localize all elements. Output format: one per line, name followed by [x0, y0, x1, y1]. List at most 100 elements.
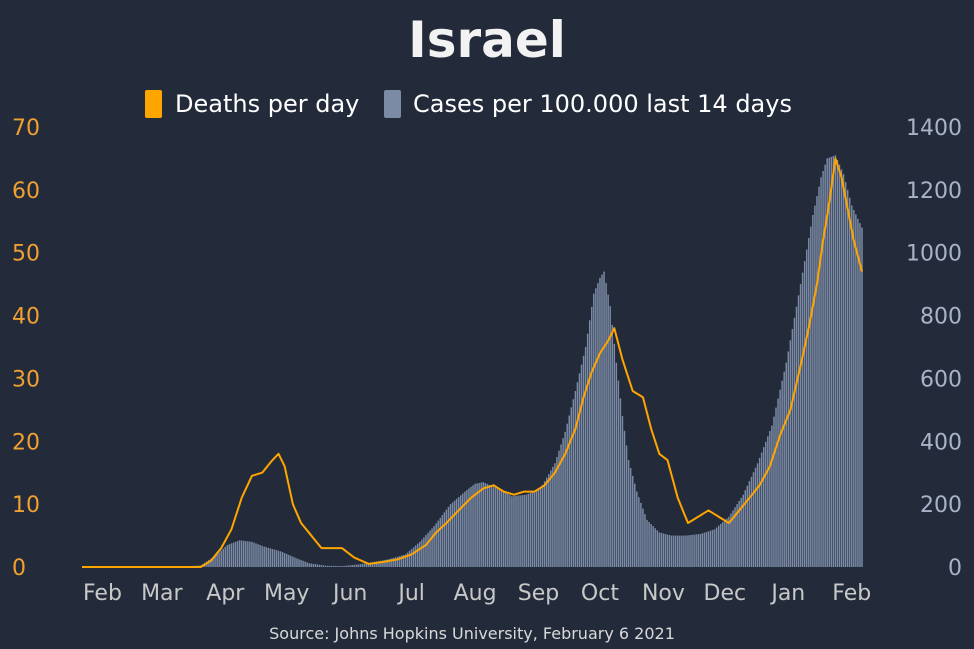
cases-bar: [834, 155, 837, 568]
cases-bar: [343, 565, 345, 567]
cases-bar: [599, 277, 601, 567]
cases-bar: [365, 563, 368, 567]
cases-bar: [429, 530, 431, 567]
cases-bar: [384, 559, 386, 567]
cases-bars: [183, 155, 863, 568]
cases-bar: [814, 205, 816, 567]
cases-bar: [746, 485, 749, 567]
cases-bar: [808, 238, 810, 568]
cases-bar: [402, 555, 405, 567]
cases-bar: [642, 508, 644, 567]
x-tick-label: Oct: [581, 581, 619, 606]
cases-bar: [636, 491, 638, 567]
left-tick-label: 20: [12, 430, 40, 455]
cases-bar: [253, 542, 255, 567]
cases-bar: [288, 554, 290, 567]
cases-bar: [588, 320, 591, 567]
cases-bar: [515, 495, 517, 567]
cases-bar: [445, 509, 448, 567]
cases-bar: [376, 561, 378, 567]
cases-bar: [693, 534, 695, 567]
cases-bar: [224, 546, 227, 567]
cases-bar: [584, 347, 587, 567]
cases-bar: [816, 196, 818, 567]
cases-bar: [441, 515, 444, 567]
cases-bar: [490, 485, 493, 567]
cases-bar: [652, 526, 654, 567]
cases-bar: [500, 490, 503, 567]
cases-bar: [687, 535, 689, 567]
cases-bar: [550, 470, 552, 567]
right-tick-label: 400: [920, 430, 962, 455]
cases-bar: [292, 556, 294, 567]
cases-bar: [634, 483, 636, 567]
cases-bar: [388, 559, 390, 567]
cases-bar: [660, 532, 663, 567]
cases-bar: [406, 552, 409, 567]
cases-bar: [300, 560, 302, 567]
cases-bar: [533, 491, 536, 567]
cases-bar: [754, 467, 757, 567]
cases-bar: [699, 534, 701, 567]
cases-bar: [748, 481, 751, 567]
right-tick-label: 200: [920, 493, 962, 518]
cases-bar: [717, 525, 720, 567]
cases-bar: [595, 288, 597, 567]
x-tick-label: Mar: [141, 581, 183, 606]
cases-bar: [380, 560, 382, 567]
cases-bar: [439, 517, 441, 567]
cases-bar: [347, 565, 349, 567]
legend-deaths-swatch: [145, 90, 162, 118]
cases-bar: [527, 493, 530, 567]
cases-bar: [466, 490, 468, 567]
cases-bar: [842, 174, 845, 567]
cases-bar: [771, 425, 773, 567]
cases-bar: [773, 416, 775, 567]
cases-bar: [306, 562, 308, 567]
cases-bar: [320, 565, 323, 567]
cases-bar: [697, 534, 699, 567]
cases-bar: [310, 563, 313, 567]
cases-bar: [488, 484, 491, 567]
cases-bar: [638, 497, 640, 567]
cases-bar: [654, 528, 656, 567]
cases-bar: [627, 460, 630, 567]
cases-bar: [517, 495, 519, 567]
cases-bar: [705, 531, 708, 567]
cases-bar: [273, 549, 276, 567]
cases-bar: [609, 306, 611, 567]
cases-bar: [496, 488, 499, 567]
cases-bar: [443, 512, 446, 567]
cases-bar: [615, 362, 618, 567]
cases-bar: [613, 343, 616, 567]
cases-bar: [277, 550, 280, 567]
cases-bar: [541, 484, 544, 567]
cases-bar: [537, 489, 540, 567]
cases-bar: [304, 561, 306, 567]
cases-bar: [666, 534, 669, 567]
cases-bar: [810, 226, 812, 567]
cases-bar: [460, 495, 462, 567]
cases-bar: [703, 532, 706, 567]
cases-bar: [367, 562, 370, 567]
cases-bar: [730, 513, 732, 567]
cases-bar: [335, 565, 337, 567]
cases-bar: [629, 468, 632, 567]
right-tick-label: 800: [920, 305, 962, 330]
legend-cases-swatch: [384, 90, 401, 118]
cases-bar: [572, 399, 575, 567]
cases-bar: [711, 529, 714, 567]
cases-bar: [578, 373, 581, 567]
right-tick-label: 0: [948, 556, 962, 581]
cases-bar: [396, 556, 399, 567]
cases-bar: [398, 556, 401, 567]
cases-bar: [414, 545, 417, 567]
cases-bar: [400, 555, 403, 567]
cases-bar: [658, 532, 661, 567]
cases-bar: [371, 562, 374, 567]
cases-bar: [722, 522, 724, 567]
cases-bar: [695, 534, 697, 567]
cases-bar: [539, 488, 542, 567]
left-tick-label: 40: [12, 305, 40, 330]
x-tick-label: Dec: [704, 581, 747, 606]
